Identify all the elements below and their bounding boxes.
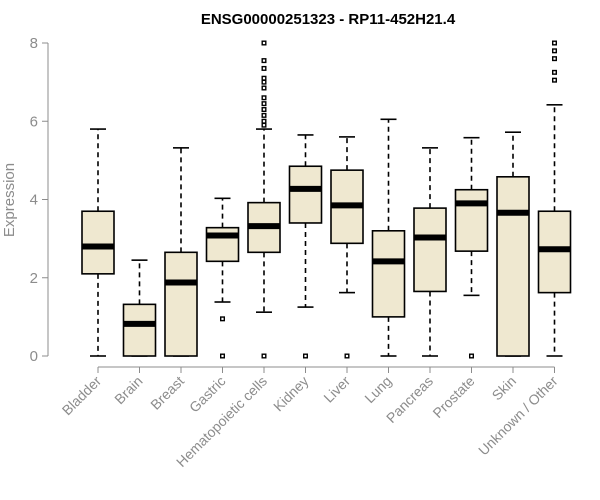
y-tick-label: 2 — [30, 270, 38, 287]
outlier-point — [552, 77, 558, 83]
outlier-point — [261, 75, 267, 81]
box-group — [454, 136, 489, 359]
boxes — [81, 40, 572, 359]
box-group — [371, 118, 406, 357]
y-axis-label: Expression — [1, 163, 18, 237]
box — [81, 210, 115, 275]
outlier-point — [552, 48, 558, 54]
outlier-point — [261, 40, 267, 46]
outlier-point — [344, 353, 350, 359]
outlier-point — [552, 69, 558, 75]
box-group — [164, 147, 198, 357]
y-tick-label: 4 — [30, 192, 38, 209]
box-group — [205, 197, 240, 359]
x-tick-label: Brain — [111, 373, 145, 407]
outlier-point — [261, 112, 267, 118]
outlier-point — [261, 353, 267, 359]
x-tick-label: Kidney — [270, 373, 312, 415]
outlier-point — [219, 316, 225, 322]
outlier-point — [261, 122, 267, 128]
outlier-point — [303, 353, 309, 359]
box — [371, 230, 406, 318]
box-group — [247, 40, 281, 359]
chart-title: ENSG00000251323 - RP11-452H21.4 — [201, 11, 456, 28]
x-tick-label: Liver — [320, 373, 353, 406]
box — [164, 251, 198, 357]
box-group — [81, 128, 115, 357]
x-tick-label: Lung — [361, 373, 394, 406]
x-tick-label: Unknown / Other — [475, 373, 561, 459]
box-group — [122, 259, 157, 357]
outlier-point — [261, 107, 267, 113]
y-tick-label: 6 — [30, 113, 38, 130]
box — [496, 176, 530, 357]
box — [454, 188, 489, 252]
x-tick-label: Skin — [489, 373, 520, 404]
box — [288, 165, 323, 224]
y-axis: 0 2 4 6 8 — [30, 35, 49, 365]
box-group — [413, 147, 447, 357]
box — [122, 303, 157, 357]
outlier-point — [261, 65, 267, 71]
outlier-point — [261, 118, 267, 124]
box-group — [288, 134, 323, 359]
outlier-point — [261, 79, 267, 85]
box-group — [537, 40, 572, 357]
outlier-point — [261, 101, 267, 107]
outlier-point — [552, 56, 558, 62]
box-group — [330, 136, 364, 359]
x-tick-label: Breast — [147, 373, 187, 413]
outlier-point — [219, 353, 225, 359]
outlier-point — [261, 85, 267, 91]
outlier-point — [469, 353, 475, 359]
y-tick-label: 0 — [30, 348, 38, 365]
outlier-point — [261, 58, 267, 64]
y-tick-label: 8 — [30, 35, 38, 52]
outlier-point — [552, 40, 558, 46]
x-tick-label: Bladder — [59, 373, 105, 419]
x-tick-label: Prostate — [429, 373, 477, 421]
box-group — [496, 131, 530, 357]
box — [413, 207, 447, 293]
outlier-point — [261, 95, 267, 101]
